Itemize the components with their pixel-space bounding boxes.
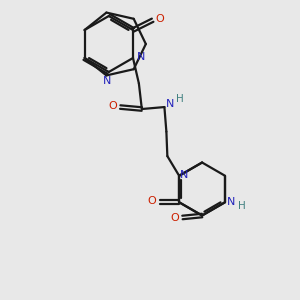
Text: O: O <box>108 101 117 111</box>
Text: N: N <box>227 197 235 207</box>
Text: N: N <box>166 99 175 109</box>
Text: N: N <box>180 170 188 180</box>
Text: N: N <box>137 52 145 62</box>
Text: N: N <box>103 76 111 86</box>
Text: O: O <box>155 14 164 24</box>
Text: O: O <box>170 214 179 224</box>
Text: O: O <box>147 196 156 206</box>
Text: H: H <box>176 94 184 104</box>
Text: H: H <box>238 201 246 211</box>
